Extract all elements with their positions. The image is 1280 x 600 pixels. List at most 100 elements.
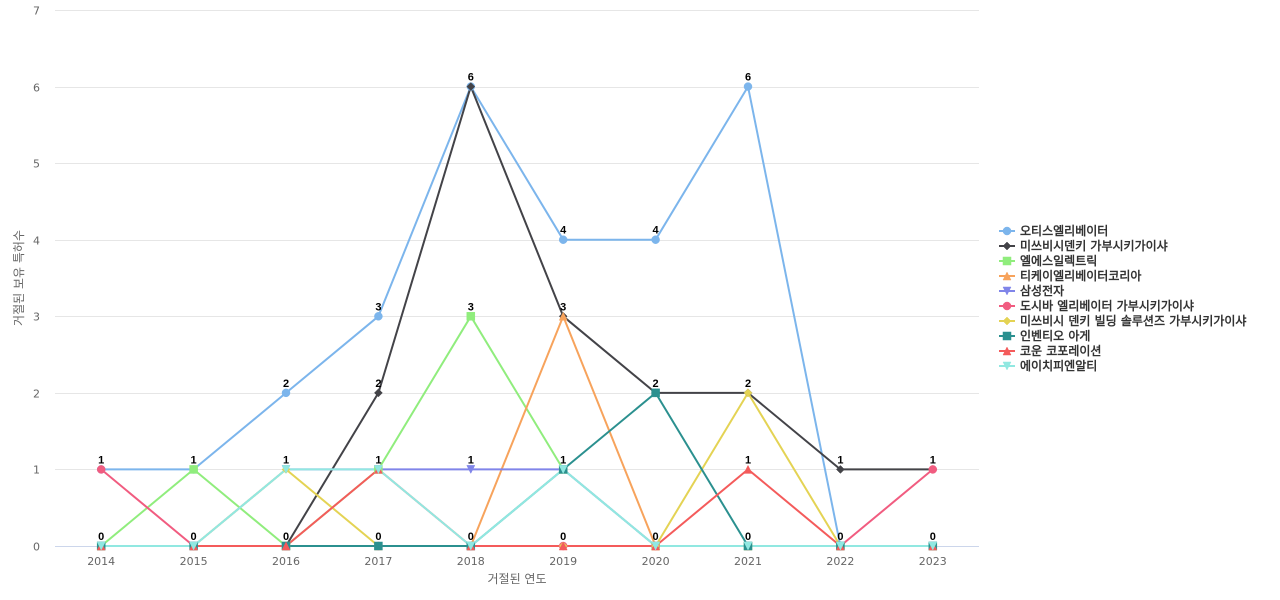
series-8-point <box>281 541 291 551</box>
series-line-8 <box>100 468 934 547</box>
series-line-3 <box>100 315 934 547</box>
series-2-point <box>189 465 198 474</box>
y-tick-label: 5 <box>33 158 40 171</box>
legend-label: 오티스엘리베이터 <box>1020 223 1108 238</box>
legend-item[interactable]: 삼성전자 <box>999 283 1064 298</box>
data-label: 1 <box>930 454 936 466</box>
y-tick-label: 6 <box>33 82 40 95</box>
data-label: 6 <box>468 72 474 84</box>
series-8-point <box>558 541 568 551</box>
data-label: 4 <box>653 225 660 237</box>
data-labels: 1 0 1 0 2 1 0 3 2 1 0 6 3 1 0 4 3 1 0 4 2 0 6 2 1 0 1 0 1 0 <box>98 72 936 543</box>
legend-label: 미쓰비시덴키 가부시키가이샤 <box>1020 238 1168 253</box>
data-label: 1 <box>283 454 289 466</box>
data-label: 0 <box>930 531 936 543</box>
legend-marker <box>1002 316 1012 326</box>
series-9-point <box>558 465 568 474</box>
series-1-point <box>466 82 476 91</box>
legend-item[interactable]: 미쓰비시 덴키 빌딩 솔루션즈 가부시키가이샤 <box>999 313 1246 328</box>
data-label: 6 <box>745 72 751 84</box>
series-9-point <box>373 465 383 474</box>
x-tick-label: 2018 <box>457 555 485 568</box>
legend-item[interactable]: 인벤티오 아게 <box>999 328 1090 343</box>
data-label: 1 <box>560 454 566 466</box>
legend-item[interactable]: 미쓰비시덴키 가부시키가이샤 <box>999 238 1168 253</box>
series-9-point <box>743 541 753 551</box>
legend-marker <box>1002 301 1012 311</box>
y-axis-title: 거절된 보유 특허수 <box>12 230 26 326</box>
data-label: 1 <box>191 454 197 466</box>
legend-label: 미쓰비시 덴키 빌딩 솔루션즈 가부시키가이샤 <box>1020 313 1246 328</box>
legend-marker <box>1002 271 1012 281</box>
series-9-point <box>928 541 938 551</box>
data-label: 0 <box>283 531 289 543</box>
legend-marker <box>1002 331 1012 341</box>
data-label: 2 <box>653 378 659 390</box>
legend-marker <box>1002 361 1012 371</box>
series-2-point <box>466 312 476 321</box>
series-markers <box>96 82 938 551</box>
legend-marker <box>1002 286 1012 296</box>
x-axis-title: 거절된 연도 <box>487 572 546 586</box>
legend-label: 에이치피엔알티 <box>1020 358 1097 373</box>
series-7-point <box>374 541 383 551</box>
series-9-point <box>96 541 106 551</box>
data-label: 3 <box>560 301 566 313</box>
legend-label: 엘에스일렉트릭 <box>1020 253 1097 268</box>
y-tick-label: 0 <box>33 541 40 554</box>
data-label: 2 <box>375 378 381 390</box>
data-label: 1 <box>745 454 751 466</box>
y-tick-label: 4 <box>33 235 40 248</box>
x-tick-label: 2017 <box>364 555 392 568</box>
data-label: 2 <box>745 378 751 390</box>
legend-item[interactable]: 티케이엘리베이터코리아 <box>999 268 1141 283</box>
data-label: 0 <box>468 531 474 543</box>
x-axis-ticks: 2014 2015 2016 2017 2018 2019 2020 2021 2022 2023 <box>87 555 947 568</box>
series-1-point <box>836 465 845 474</box>
series-3-point <box>558 311 568 321</box>
data-label: 1 <box>468 454 474 466</box>
x-tick-label: 2022 <box>826 555 854 568</box>
legend-item[interactable]: 도시바 엘리베이터 가부시키가이샤 <box>999 298 1194 313</box>
data-label: 0 <box>653 531 659 543</box>
legend-item[interactable]: 에이치피엔알티 <box>999 358 1097 373</box>
data-label: 1 <box>375 454 381 466</box>
series-5-point <box>928 465 938 474</box>
data-label: 0 <box>837 531 843 543</box>
series-5-point <box>96 465 106 474</box>
legend-item[interactable]: 엘에스일렉트릭 <box>999 253 1097 268</box>
x-tick-label: 2023 <box>919 555 947 568</box>
legend-label: 인벤티오 아게 <box>1020 328 1090 343</box>
series-line-9 <box>100 468 934 547</box>
data-label: 0 <box>191 531 197 543</box>
x-tick-label: 2015 <box>180 555 208 568</box>
data-label: 0 <box>560 531 566 543</box>
data-label: 2 <box>283 378 289 390</box>
data-label: 3 <box>468 301 474 313</box>
y-tick-label: 7 <box>33 5 40 18</box>
series-9-point <box>466 541 476 551</box>
legend-item[interactable]: 오티스엘리베이터 <box>999 223 1108 238</box>
series-0-point <box>743 82 753 91</box>
y-tick-label: 1 <box>33 464 40 477</box>
series-7-point <box>651 388 660 398</box>
legend-label: 도시바 엘리베이터 가부시키가이샤 <box>1020 298 1194 313</box>
series-4-point <box>466 465 476 474</box>
series-line-0 <box>100 85 934 547</box>
legend-label: 삼성전자 <box>1020 283 1064 298</box>
series-8-point <box>743 464 753 474</box>
legend-marker <box>1002 256 1012 266</box>
grid-lines <box>55 10 979 470</box>
legend-item[interactable]: 코운 코포레이션 <box>999 343 1101 358</box>
series-0-point <box>558 235 568 244</box>
legend-marker <box>1002 346 1012 356</box>
legend-marker <box>1002 241 1012 251</box>
data-label: 4 <box>560 225 567 237</box>
data-label: 1 <box>837 454 843 466</box>
y-tick-label: 2 <box>33 388 40 401</box>
legend-label: 코운 코포레이션 <box>1020 343 1101 358</box>
legend-marker <box>1002 226 1012 236</box>
series-0-point <box>281 388 291 398</box>
